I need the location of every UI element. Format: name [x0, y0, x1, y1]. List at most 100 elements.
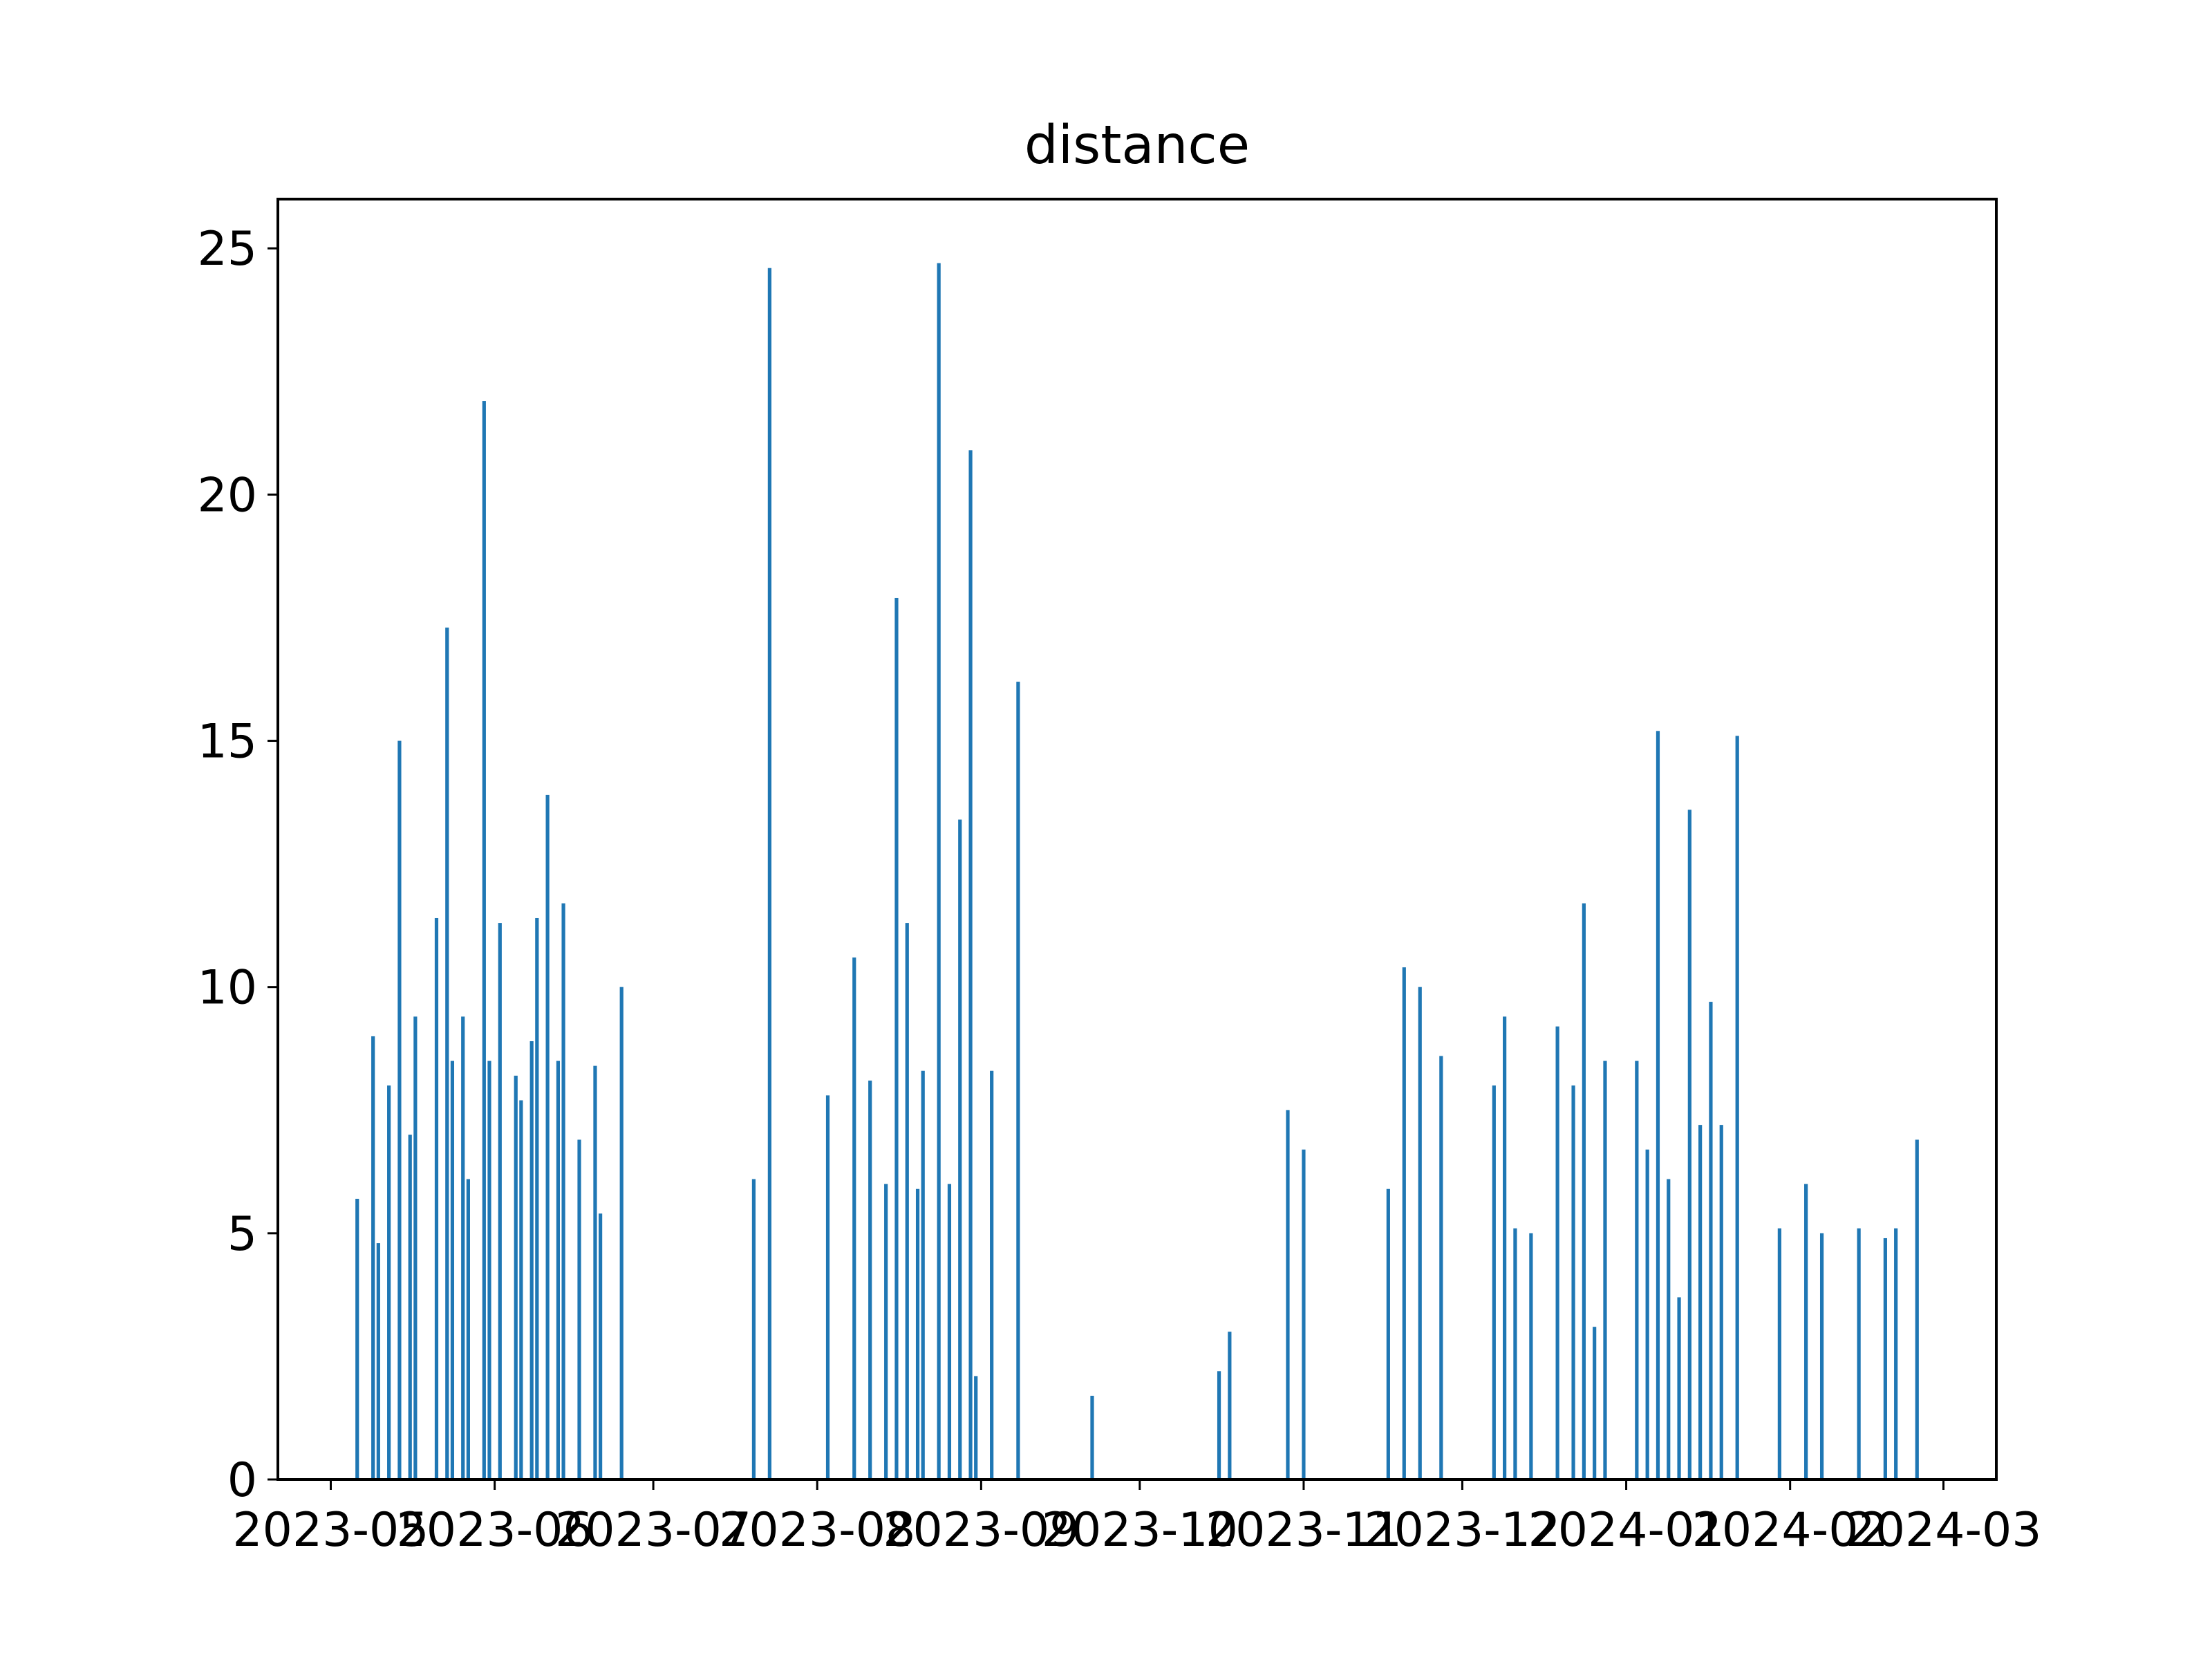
bar	[461, 1016, 465, 1479]
bar	[1667, 1179, 1671, 1479]
bar	[1418, 987, 1422, 1479]
bar	[556, 1061, 561, 1479]
bar	[1492, 1085, 1496, 1479]
bar	[577, 1139, 581, 1479]
bar	[1513, 1228, 1517, 1479]
chart-title: distance	[1024, 115, 1250, 176]
y-tick-label: 15	[197, 715, 257, 769]
x-tick-label: 2023-06	[397, 1503, 593, 1558]
bar	[894, 597, 899, 1479]
bar	[1804, 1184, 1808, 1479]
bar	[1603, 1061, 1607, 1479]
bar	[535, 917, 539, 1479]
bar	[1698, 1125, 1703, 1479]
bar	[1687, 810, 1691, 1479]
bar	[1016, 682, 1020, 1479]
bar	[868, 1081, 872, 1479]
bar	[450, 1061, 455, 1479]
bar	[1819, 1233, 1824, 1479]
bar	[599, 1213, 603, 1479]
bar	[1555, 1026, 1559, 1479]
y-tick-label: 10	[197, 961, 257, 1016]
x-axis: 2023-052023-062023-072023-082023-092023-…	[232, 1479, 2042, 1558]
bar	[1709, 1002, 1713, 1479]
x-tick-label: 2023-10	[1042, 1503, 1238, 1558]
bar	[1529, 1233, 1533, 1479]
x-tick-label: 2023-09	[883, 1503, 1079, 1558]
bar	[498, 923, 502, 1479]
bar	[408, 1135, 412, 1479]
bar	[915, 1188, 920, 1479]
y-tick-label: 20	[197, 468, 257, 523]
y-tick-label: 0	[227, 1453, 257, 1508]
bar	[1228, 1332, 1232, 1479]
bar	[1883, 1238, 1887, 1479]
bar	[1656, 731, 1660, 1479]
y-axis: 0 5 10 15 20 25	[197, 222, 278, 1508]
bar	[1217, 1371, 1221, 1479]
plot-frame	[276, 198, 1998, 1481]
bar	[958, 819, 962, 1479]
bar	[1719, 1125, 1723, 1479]
bar	[1571, 1085, 1575, 1479]
y-tick-label: 5	[227, 1207, 257, 1262]
x-tick-label: 2024-01	[1528, 1503, 1724, 1558]
bar	[1677, 1297, 1681, 1479]
bar	[968, 450, 973, 1479]
bar	[937, 263, 941, 1480]
bar	[1582, 903, 1586, 1479]
bar	[1302, 1149, 1306, 1479]
bar	[1777, 1228, 1781, 1479]
bar	[619, 987, 624, 1479]
bar	[751, 1179, 756, 1479]
bars-group	[355, 263, 1919, 1480]
bar	[921, 1070, 925, 1479]
bar	[947, 1184, 952, 1479]
bar	[413, 1016, 418, 1479]
bar	[767, 268, 771, 1480]
y-tick-label: 25	[197, 222, 257, 277]
bar	[884, 1184, 888, 1479]
bar	[1735, 736, 1739, 1479]
bar	[487, 1061, 491, 1479]
bar	[514, 1075, 518, 1479]
bar	[355, 1198, 359, 1479]
bar	[397, 740, 402, 1479]
x-tick-label: 2023-08	[719, 1503, 915, 1558]
bar	[529, 1041, 534, 1479]
bar	[371, 1036, 375, 1479]
bar	[561, 903, 565, 1479]
x-tick-label: 2023-05	[232, 1503, 429, 1558]
bar	[1503, 1016, 1507, 1479]
bar	[1857, 1228, 1861, 1479]
bar	[482, 401, 486, 1479]
bar	[852, 957, 856, 1479]
x-tick-label: 2023-12	[1364, 1503, 1560, 1558]
bar	[1090, 1395, 1094, 1479]
bar	[545, 794, 550, 1479]
bar	[519, 1100, 523, 1479]
bar	[1894, 1228, 1898, 1479]
bar	[1635, 1061, 1639, 1479]
bar	[1593, 1327, 1597, 1479]
bar	[434, 917, 439, 1479]
bar	[1645, 1149, 1649, 1479]
bar	[376, 1243, 380, 1479]
x-tick-label: 2023-07	[555, 1503, 751, 1558]
bar	[974, 1376, 978, 1479]
bar	[593, 1065, 597, 1479]
bar	[825, 1095, 830, 1479]
bar	[445, 627, 449, 1480]
bar	[387, 1085, 391, 1479]
x-tick-label: 2024-02	[1692, 1503, 1888, 1558]
bar	[1402, 967, 1406, 1479]
bar	[466, 1179, 470, 1479]
bar	[1286, 1110, 1290, 1479]
x-tick-label: 2024-03	[1845, 1503, 2041, 1558]
x-tick-label: 2023-11	[1206, 1503, 1402, 1558]
bar	[905, 923, 909, 1479]
bar	[1386, 1188, 1390, 1479]
